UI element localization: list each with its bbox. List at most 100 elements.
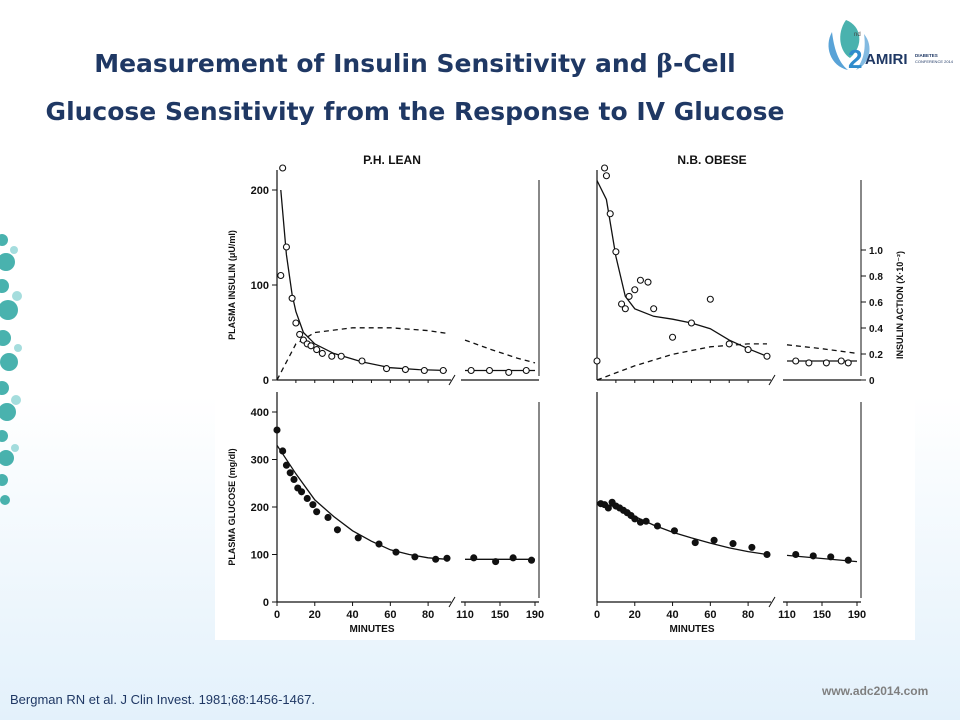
lean-glucose-data-point	[432, 555, 440, 563]
lean-insulin-data-point	[292, 319, 300, 327]
obese-insulin-y2tick-label: 0.8	[869, 272, 883, 283]
lean-glucose-data-point	[290, 475, 298, 484]
obese-glucose-data-point	[748, 543, 756, 551]
lean-insulin-ytick-label: 100	[251, 280, 269, 292]
lean-glucose-xtick-label: 190	[526, 609, 544, 621]
lean-insulin-plot: 0 100 200 P.H. LEAN PLASMA INSULIN (μU/ml)	[227, 153, 540, 387]
lean-glucose-data-point	[527, 556, 536, 564]
obese-glucose-data-point	[636, 518, 644, 526]
lean-insulin-data-point	[439, 366, 447, 375]
obese-insulin-y2label: INSULIN ACTION (X·10⁻²)	[895, 251, 905, 359]
lean-insulin-data-point	[485, 366, 494, 375]
lean-insulin-data-point	[505, 368, 513, 376]
obese-insulin-data-point	[792, 357, 800, 365]
obese-glucose-data-point	[653, 522, 661, 530]
lean-glucose-ytick-label: 400	[251, 407, 269, 419]
lean-glucose-data-point	[298, 488, 306, 496]
slide-title-line-1: Measurement of Insulin Sensitivity and β…	[94, 49, 736, 78]
obese-glucose-xlabel: MINUTES	[670, 624, 715, 635]
obese-glucose-data-point	[710, 536, 718, 544]
lean-insulin-ytick-label: 200	[251, 185, 269, 197]
obese-insulin-data-point	[606, 210, 614, 218]
lean-insulin-data-point	[467, 366, 475, 375]
obese-insulin-data-point	[650, 305, 658, 313]
logo-number: 2	[848, 44, 862, 74]
lean-insulin-ytick-label: 0	[263, 375, 269, 387]
lean-insulin-data-point	[307, 342, 315, 350]
lean-glucose-ytick-label: 300	[251, 455, 269, 467]
lean-insulin-data-point	[313, 346, 321, 354]
obese-glucose-data-point	[827, 553, 835, 561]
obese-insulin-y2tick-label: 1.0	[869, 246, 883, 257]
lean-insulin-ylabel: PLASMA INSULIN (μU/ml)	[227, 230, 237, 340]
lean-glucose-data-point	[375, 540, 383, 548]
obese-insulin-y2tick-label: 0.6	[869, 298, 883, 309]
obese-insulin-data-point	[844, 359, 852, 367]
obese-insulin-data-point	[725, 340, 733, 348]
obese-glucose-data-point	[809, 552, 817, 560]
lean-insulin-data-point	[277, 271, 285, 280]
lean-glucose-xtick-label: 110	[456, 609, 474, 621]
lean-glucose-data-point	[324, 513, 332, 522]
obese-glucose-xtick-label: 40	[666, 609, 678, 621]
obese-insulin-data-point	[805, 359, 813, 367]
lean-insulin-insulin-action-curve-right	[464, 339, 536, 364]
obese-glucose-xtick-label: 110	[778, 609, 796, 621]
lean-insulin-data-point	[328, 352, 336, 360]
citation: Bergman RN et al. J Clin Invest. 1981;68…	[10, 692, 315, 707]
obese-insulin-y2tick-label: 0	[869, 376, 875, 387]
obese-insulin-insulin-action-curve-left	[596, 343, 767, 381]
obese-glucose-xtick-label: 0	[594, 609, 600, 621]
obese-insulin-data-point	[763, 352, 771, 360]
lean-insulin-data-point	[383, 365, 391, 373]
lean-insulin-data-point	[522, 366, 530, 375]
obese-insulin-y2tick-label: 0.4	[869, 324, 883, 335]
logo-sub2: CONFERENCE 2014	[915, 59, 954, 64]
obese-glucose-data-point	[763, 550, 771, 559]
obese-insulin-insulin-action-curve-right	[786, 344, 858, 355]
logo-name: AMIRI	[865, 51, 908, 68]
lean-glucose-data-point	[470, 554, 478, 562]
lean-insulin-data-point	[279, 164, 287, 172]
obese-insulin-data-point	[744, 346, 752, 354]
conference-logo: 2 nd AMIRI DIABETES CONFERENCE 2014	[828, 20, 954, 74]
obese-insulin-data-point	[837, 357, 845, 365]
lean-insulin-data-point	[296, 330, 304, 338]
obese-glucose-xtick-label: 190	[848, 609, 866, 621]
lean-glucose-plot: 0 100 200 300 400 0 20 40 60 80 110 150 190 PLASMA GL…	[227, 392, 544, 635]
lean-glucose-xtick-label: 80	[422, 609, 434, 621]
lean-glucose-xlabel: MINUTES	[350, 624, 395, 635]
obese-glucose-data-point	[631, 515, 639, 523]
lean-insulin-data-point	[401, 366, 409, 374]
lean-insulin-axis-break	[448, 374, 456, 386]
obese-glucose-data-point	[691, 539, 699, 547]
obese-glucose-data-point	[642, 517, 650, 525]
obese-glucose-plot: 0 20 40 60 80 110 150 190 MINUTES	[594, 392, 866, 635]
lean-glucose-data-point	[309, 501, 317, 509]
lean-glucose-data-point	[411, 553, 419, 561]
obese-glucose-data-point	[670, 527, 678, 535]
obese-insulin-data-point	[669, 333, 677, 341]
website-url[interactable]: www.adc2014.com	[822, 684, 929, 698]
lean-glucose-data-point	[392, 548, 400, 556]
lean-insulin-insulin-action-curve-left	[276, 327, 448, 381]
obese-glucose-data-point	[792, 550, 800, 559]
obese-glucose-data-point	[604, 504, 612, 512]
figure-panel: 0 100 200 P.H. LEAN PLASMA INSULIN (μU/ml) N.…	[215, 144, 915, 640]
obese-insulin-data-point	[618, 300, 626, 308]
obese-insulin-data-point	[644, 278, 652, 286]
obese-insulin-data-point	[602, 172, 610, 180]
lean-glucose-data-point	[273, 426, 281, 434]
lean-glucose-ytick-label: 0	[263, 597, 269, 609]
obese-glucose-data-point	[729, 540, 737, 548]
obese-insulin-data-point	[593, 357, 601, 365]
obese-insulin-data-point	[621, 305, 629, 313]
lean-insulin-data-point	[318, 349, 326, 357]
obese-insulin-title: N.B. OBESE	[677, 153, 746, 167]
obese-glucose-xtick-label: 20	[629, 609, 641, 621]
obese-insulin-axis-break	[768, 374, 776, 386]
lean-glucose-ytick-label: 200	[251, 502, 269, 514]
obese-glucose-axis-break	[768, 596, 776, 608]
lean-glucose-data-point	[354, 534, 362, 542]
